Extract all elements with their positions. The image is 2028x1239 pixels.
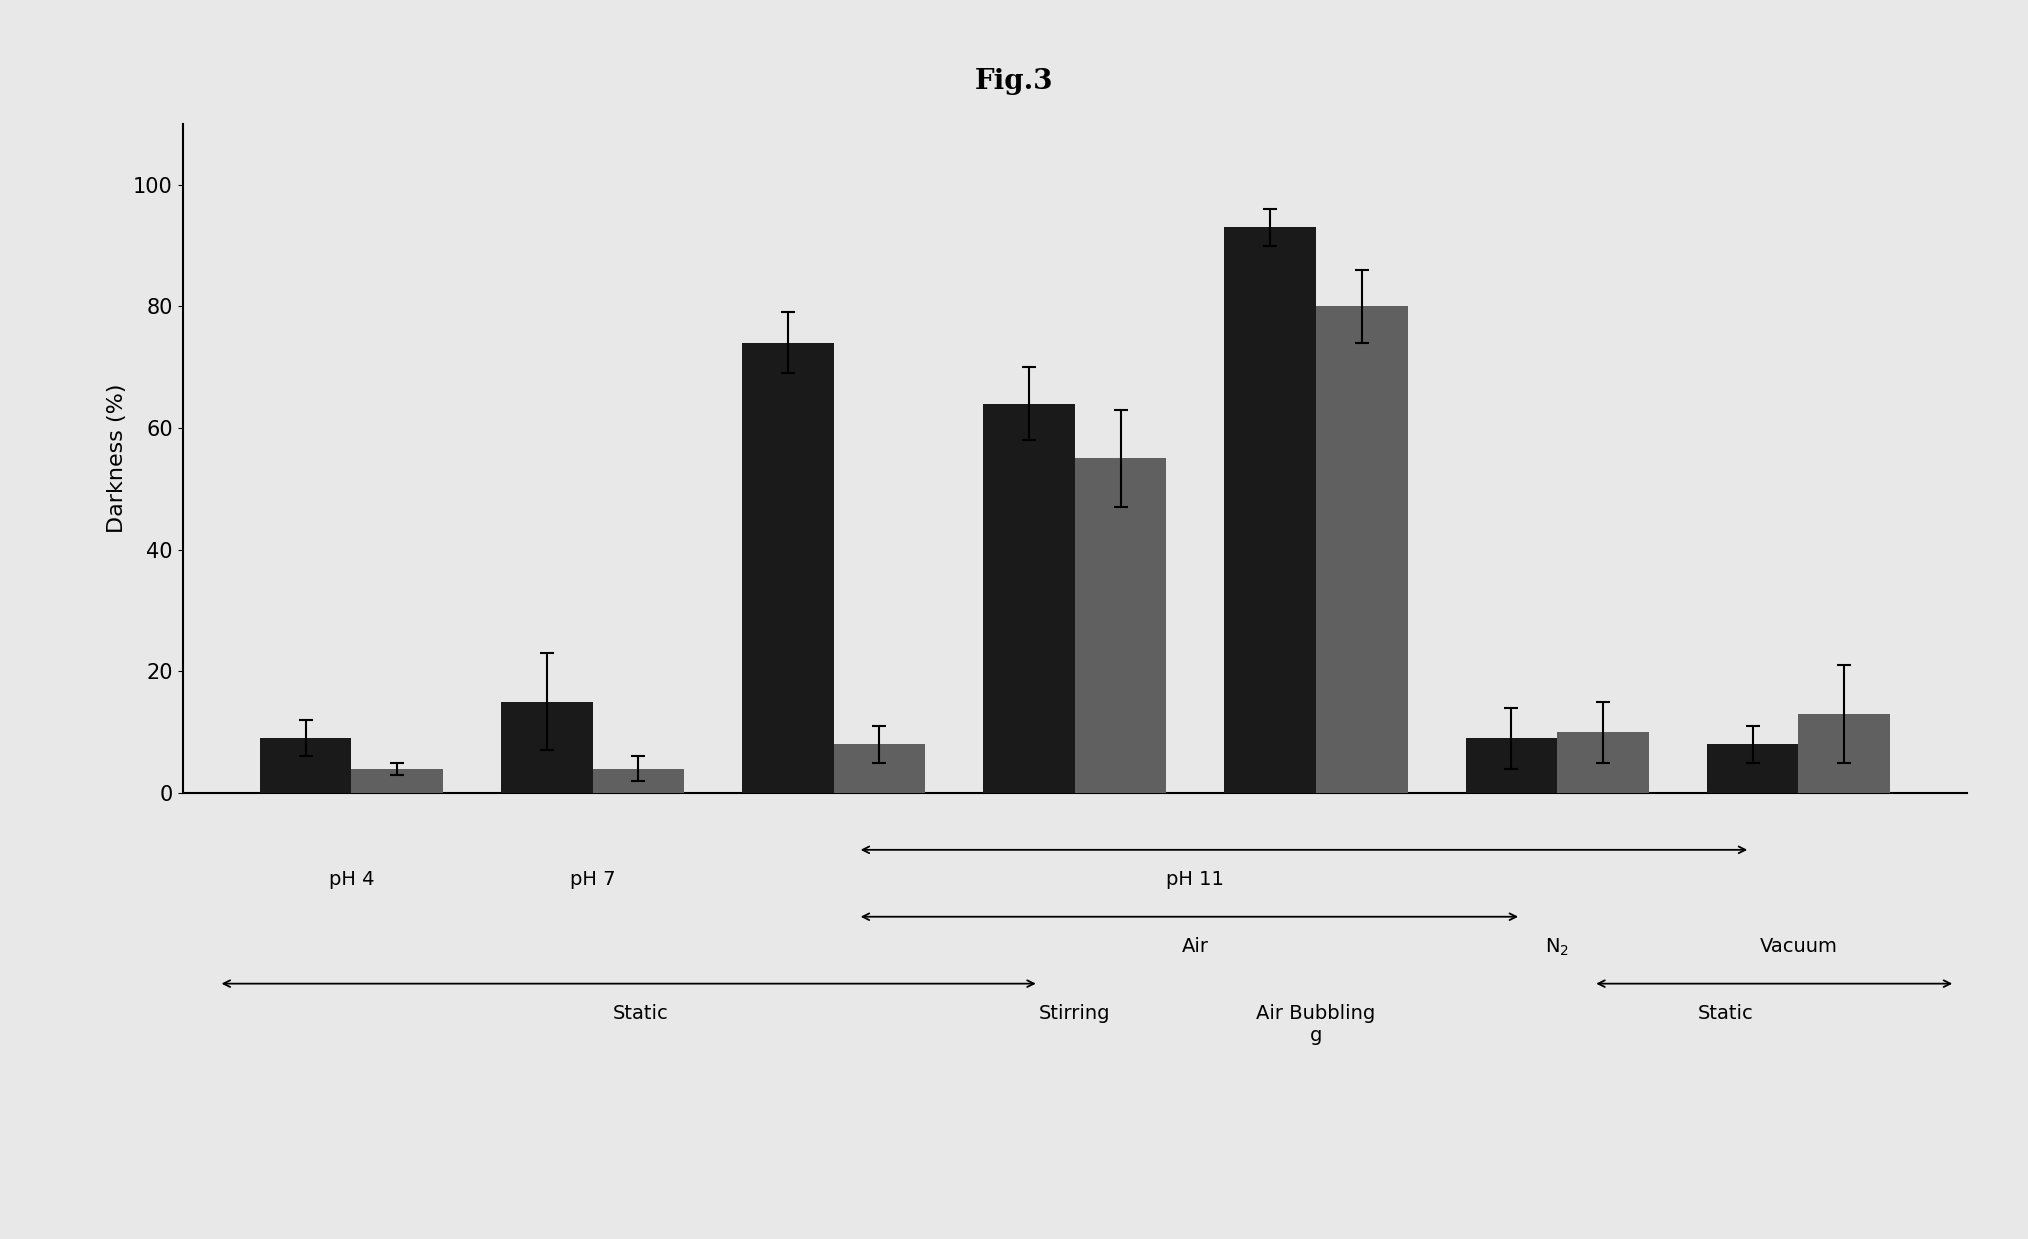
Text: Static: Static (612, 1004, 669, 1022)
Text: Air: Air (1182, 937, 1209, 955)
Text: Static: Static (1697, 1004, 1754, 1022)
Text: N$_2$: N$_2$ (1545, 937, 1570, 958)
Text: pH 7: pH 7 (570, 870, 614, 888)
Bar (1799, 714, 1890, 793)
Bar (1708, 745, 1799, 793)
Text: Air Bubbling
g: Air Bubbling g (1257, 1004, 1375, 1044)
Bar (1225, 227, 1316, 793)
Bar (1558, 732, 1649, 793)
Bar (1466, 738, 1558, 793)
Bar (501, 701, 592, 793)
Text: Vacuum: Vacuum (1760, 937, 1837, 955)
Bar (351, 768, 442, 793)
Text: Stirring: Stirring (1038, 1004, 1111, 1022)
Text: pH 4: pH 4 (329, 870, 373, 888)
Bar (1075, 458, 1166, 793)
Text: Fig.3: Fig.3 (975, 68, 1053, 95)
Bar (592, 768, 683, 793)
Bar (1316, 306, 1407, 793)
Bar (984, 404, 1075, 793)
Bar (260, 738, 351, 793)
Y-axis label: Darkness (%): Darkness (%) (107, 384, 128, 533)
Bar (834, 745, 925, 793)
Bar (742, 343, 834, 793)
Text: pH 11: pH 11 (1166, 870, 1225, 888)
